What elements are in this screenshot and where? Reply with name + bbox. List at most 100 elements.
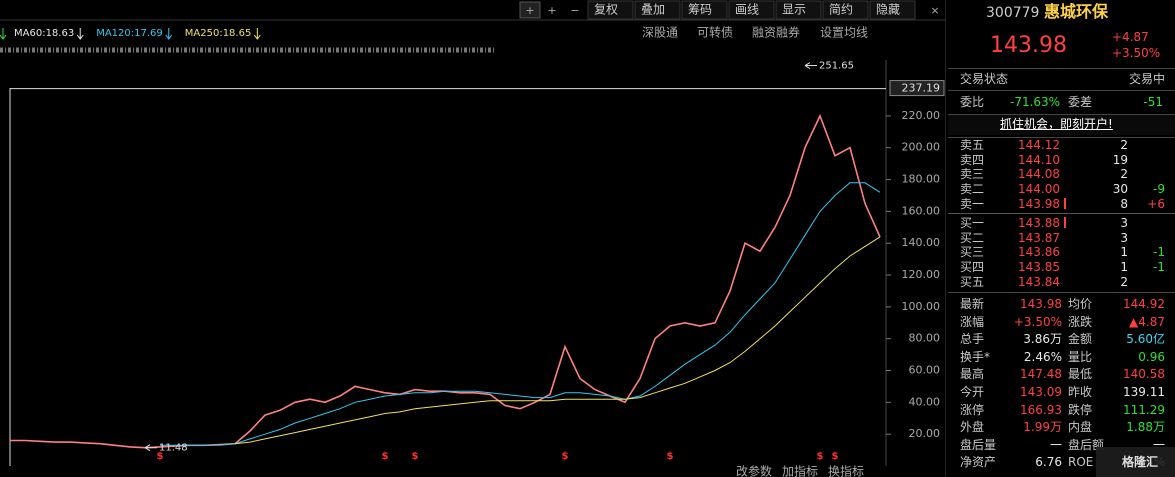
minus-button[interactable]: − xyxy=(570,4,579,17)
series-line xyxy=(234,236,881,445)
stat-label: 金额 xyxy=(1068,332,1093,347)
book-vol: 3 xyxy=(1120,216,1128,230)
status: 交易中 xyxy=(1128,72,1165,86)
bottom-link[interactable]: 加指标 xyxy=(782,464,818,477)
y-tick-label: 80.00 xyxy=(909,332,941,345)
y-tick-label: 120.00 xyxy=(902,268,941,281)
stat-value: +3.50% xyxy=(1013,314,1062,329)
toolbar-button[interactable] xyxy=(822,0,869,20)
book-vol: 1 xyxy=(1120,260,1128,275)
stat-label: 均价 xyxy=(1068,297,1093,311)
chart: + + − × 复权 叠加 筹码 画线 显示 简约 隐藏 MA60:18.63 MA120:17… xyxy=(0,0,946,477)
series-line xyxy=(160,182,881,446)
stat-value: 139.11 xyxy=(1123,385,1165,399)
book-vol: 3 xyxy=(1120,230,1128,245)
toolbar-label: 显示 xyxy=(782,3,806,17)
y-tick-label: 180.00 xyxy=(902,173,941,186)
book-change: -1 xyxy=(1153,260,1165,275)
top-link[interactable]: 融资融券 xyxy=(752,25,800,40)
toolbar-button[interactable] xyxy=(587,0,634,20)
divider xyxy=(948,137,1175,138)
stat-label: 最高 xyxy=(960,367,985,382)
event-mark: $ xyxy=(412,451,419,462)
y-tick-label: 220.00 xyxy=(902,109,941,122)
up-arrow xyxy=(1064,217,1066,228)
stat-value: 一 xyxy=(1049,437,1062,452)
book-change: -1 xyxy=(1153,245,1165,260)
book-label: 买五 xyxy=(960,274,985,289)
book-price: 144.10 xyxy=(1018,152,1060,167)
event-mark: $ xyxy=(562,451,569,462)
event-mark: $ xyxy=(382,451,389,462)
stat-label: 换手* xyxy=(960,349,991,364)
book-label: 卖三 xyxy=(960,167,985,182)
stat-label: ROE xyxy=(1068,455,1094,470)
extreme-arrow xyxy=(144,444,157,452)
bottom-link[interactable]: 换指标 xyxy=(828,464,864,477)
extreme-arrow xyxy=(804,62,817,69)
stat-value: 6.76 xyxy=(1035,455,1062,470)
book-label: 卖五 xyxy=(960,138,985,152)
book-price: 143.85 xyxy=(1018,260,1060,275)
stat-value: 3.86万 xyxy=(1023,332,1062,347)
banner: 抓住机会，即刻开户! xyxy=(1000,117,1113,131)
stat-value: 1.88万 xyxy=(1126,420,1165,435)
stat-label: 最低 xyxy=(1068,367,1093,382)
toolbar-button[interactable] xyxy=(728,0,775,20)
ratio-label: 委比 xyxy=(960,95,985,109)
stat-label: 今开 xyxy=(960,385,985,399)
top-link[interactable]: 可转债 xyxy=(697,25,733,40)
book-label: 买一 xyxy=(960,216,985,230)
divider xyxy=(948,68,1175,69)
book-change: -9 xyxy=(1153,182,1165,197)
toolbar-button[interactable] xyxy=(775,0,822,20)
event-mark: $ xyxy=(817,451,824,462)
divider xyxy=(948,213,1175,214)
chart-bg xyxy=(0,0,946,477)
lock-button[interactable] xyxy=(519,1,541,19)
stock-code: 300779 xyxy=(986,5,1040,21)
stat-label: 盘后量 xyxy=(960,437,997,452)
stat-value: 147.48 xyxy=(1020,367,1062,382)
stat-label: 跌停 xyxy=(1068,402,1093,417)
banner-bg xyxy=(948,114,1175,135)
toolbar: 复权 叠加 筹码 画线 显示 简约 隐藏 MA60:18.63 MA120:17.69 MA250… xyxy=(14,0,916,477)
toolbar-button[interactable] xyxy=(681,0,728,20)
stat-value: ▲4.87 xyxy=(1129,314,1165,329)
plus-button[interactable]: + xyxy=(547,4,556,17)
y-tick-label: 100.00 xyxy=(902,300,941,313)
arrow-icon xyxy=(0,28,7,40)
current-label: 237.19 xyxy=(902,82,941,95)
stat-value: 143.98 xyxy=(1020,297,1062,311)
ma-legend: MA60:18.63 xyxy=(14,28,74,39)
bottom-link[interactable]: 改参数 xyxy=(736,464,772,477)
toolbar-button[interactable] xyxy=(869,0,916,20)
stat-label: 净资产 xyxy=(960,455,997,470)
price-pct: +3.50% xyxy=(1112,46,1161,60)
book-vol: 2 xyxy=(1120,138,1128,152)
close-icon[interactable]: × xyxy=(930,4,939,17)
toolbar-label: 简约 xyxy=(829,2,853,17)
event-mark: $ xyxy=(832,451,839,462)
book-label: 买四 xyxy=(960,260,985,275)
divider xyxy=(948,90,1175,91)
book-price: 144.08 xyxy=(1018,167,1060,182)
book-vol: 8 xyxy=(1120,196,1128,211)
top-link[interactable]: 深股通 xyxy=(642,26,678,40)
ma-arrow xyxy=(76,28,84,40)
stat-label: 涨幅 xyxy=(960,314,985,329)
toolbar-button[interactable] xyxy=(634,0,681,20)
stat-value: 111.29 xyxy=(1123,402,1165,417)
logo-bg xyxy=(1096,447,1175,477)
top-link[interactable]: 设置均线 xyxy=(820,26,868,40)
book-price: 144.00 xyxy=(1018,182,1060,197)
toolbar-label: 复权 xyxy=(594,3,618,17)
last-price: 143.98 xyxy=(990,33,1067,58)
y-tick-label: 200.00 xyxy=(902,141,941,154)
ma-legend: MA250:18.65 xyxy=(185,28,252,39)
stat-label: 量比 xyxy=(1068,349,1093,364)
book-label: 买三 xyxy=(960,245,985,260)
current-label-box xyxy=(889,80,945,97)
stat-value: 144.92 xyxy=(1123,297,1165,311)
stat-value: 166.93 xyxy=(1020,402,1062,417)
